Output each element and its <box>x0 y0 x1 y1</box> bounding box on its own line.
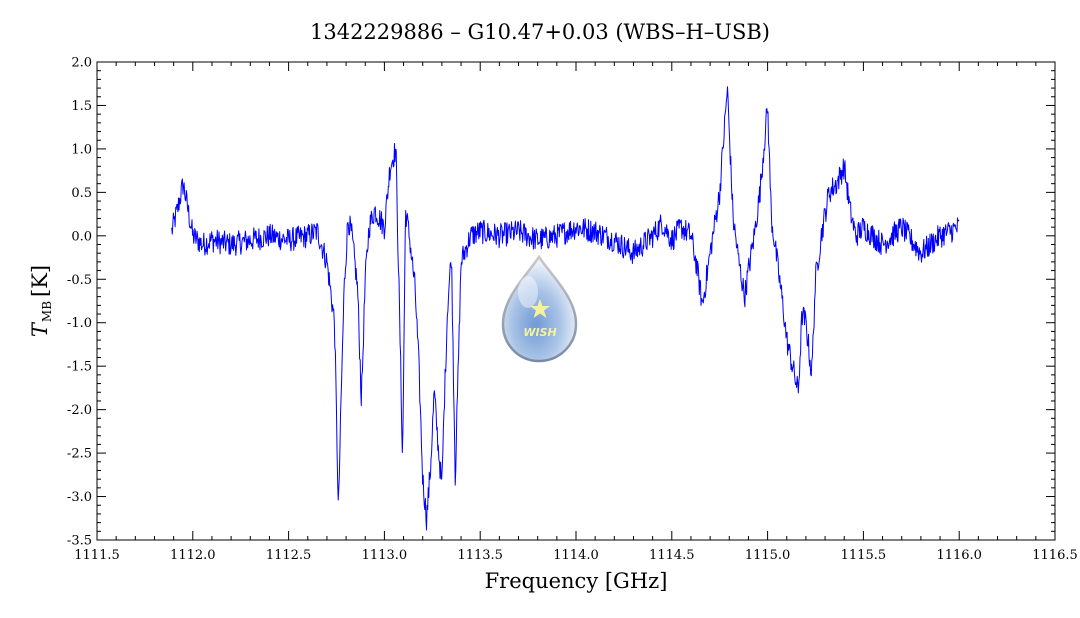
y-axis-label-unit: [K] <box>28 265 52 297</box>
x-tick-label: 1113.5 <box>457 548 503 563</box>
y-tick-label: -0.5 <box>67 273 92 288</box>
y-axis-label-subscript: MB <box>40 301 54 322</box>
star-icon <box>530 299 550 318</box>
axis-ticks: 1111.5 1112.0 1112.5 1113.0 1113.5 1114.0 1114… <box>67 56 1078 564</box>
wish-logo: WISH <box>501 254 578 363</box>
svg-text:TMB[K]: TMB [K] <box>28 265 54 337</box>
x-tick-label: 1114.5 <box>649 548 695 563</box>
y-tick-label: -3.0 <box>67 490 92 505</box>
y-tick-label: -3.5 <box>67 534 92 549</box>
plot-area <box>171 86 960 531</box>
y-axis-label-symbol: T <box>28 321 52 337</box>
x-tick-label: 1115.5 <box>841 548 887 563</box>
x-axis-label: Frequency [GHz] <box>485 569 668 593</box>
x-tick-label: 1116.0 <box>936 548 982 563</box>
y-tick-label: 2.0 <box>71 56 92 71</box>
x-tick-label: 1114.0 <box>553 548 599 563</box>
spectrum-line <box>171 86 960 531</box>
x-tick-label: 1113.0 <box>362 548 408 563</box>
y-tick-label: 1.0 <box>71 142 92 157</box>
y-tick-label: -2.5 <box>67 447 92 462</box>
logo-text: WISH <box>523 326 556 339</box>
y-tick-label: -2.0 <box>67 403 92 418</box>
y-tick-label: 0.5 <box>71 186 92 201</box>
y-tick-label: 0.0 <box>71 229 92 244</box>
y-axis-label: TMB [K] <box>28 265 54 337</box>
y-tick-label: -1.5 <box>67 360 92 375</box>
plot-frame <box>96 61 1056 541</box>
y-tick-label: 1.5 <box>71 99 92 114</box>
x-tick-label: 1111.5 <box>74 548 120 563</box>
chart-title: 1342229886 – G10.47+0.03 (WBS–H–USB) <box>310 20 770 44</box>
x-tick-label: 1112.5 <box>266 548 312 563</box>
x-tick-label: 1115.0 <box>745 548 791 563</box>
y-tick-label: -1.0 <box>67 316 92 331</box>
x-tick-label: 1112.0 <box>170 548 216 563</box>
x-tick-label: 1116.5 <box>1032 548 1078 563</box>
